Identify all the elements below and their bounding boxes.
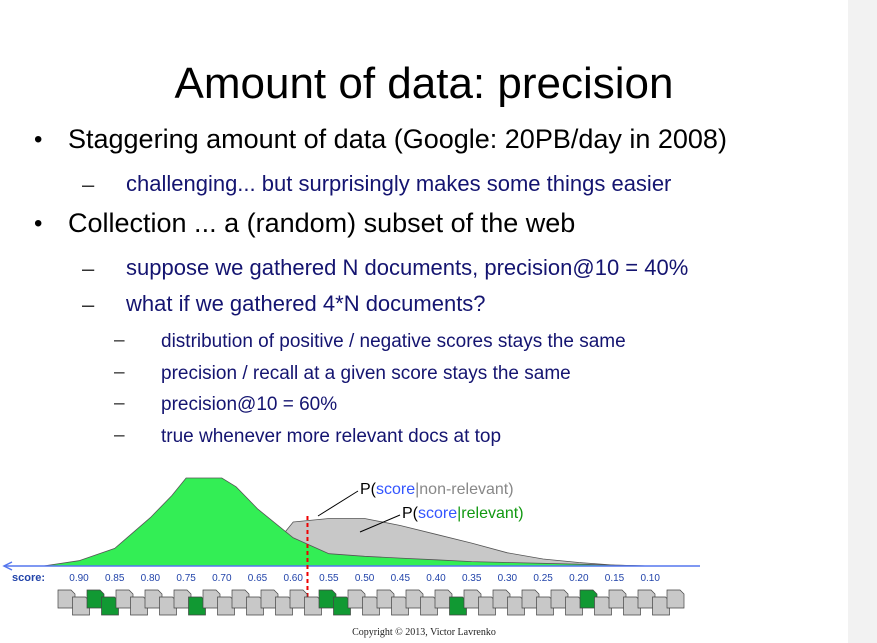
dash-glyph: – bbox=[82, 292, 95, 317]
x-tick-label: 0.75 bbox=[176, 573, 196, 584]
x-tick-label: 0.30 bbox=[498, 573, 518, 584]
annotation-leader-line bbox=[359, 514, 401, 533]
x-tick-label: 0.85 bbox=[105, 573, 125, 584]
dash-glyph: – bbox=[82, 172, 95, 197]
bullet-item: Staggering amount of data (Google: 20PB/… bbox=[68, 124, 727, 154]
x-tick-label: 0.40 bbox=[426, 573, 446, 584]
x-tick-label: 0.50 bbox=[355, 573, 375, 584]
x-tick-label: 0.70 bbox=[212, 573, 232, 584]
dash-glyph: – bbox=[114, 425, 125, 446]
document-icon bbox=[666, 589, 685, 609]
sub-sub-bullet-item: distribution of positive / negative scor… bbox=[161, 331, 626, 352]
x-tick-label: 0.25 bbox=[533, 573, 553, 584]
annotation-leader-line bbox=[317, 490, 359, 517]
x-tick-label: 0.55 bbox=[319, 573, 339, 584]
sub-bullet-item: suppose we gathered N documents, precisi… bbox=[126, 255, 689, 280]
x-tick-label: 0.60 bbox=[283, 573, 303, 584]
x-tick-label: 0.90 bbox=[69, 573, 89, 584]
series-annotation: P(score|relevant) bbox=[402, 505, 524, 522]
sub-sub-bullet-item: precision@10 = 60% bbox=[161, 394, 338, 415]
x-tick-label: 0.10 bbox=[640, 573, 660, 584]
dash-glyph: – bbox=[114, 330, 125, 351]
sub-sub-bullet-item: true whenever more relevant docs at top bbox=[161, 426, 502, 447]
x-tick-label: 0.35 bbox=[462, 573, 482, 584]
score-distribution-chart: 0.90 0.85 0.80 0.75 0.70 0.65 0.60 0.55 0.50 0.45… bbox=[2, 477, 700, 616]
x-tick-label: 0.45 bbox=[391, 573, 411, 584]
dash-glyph: – bbox=[114, 362, 125, 383]
bullet-item: Collection ... a (random) subset of the … bbox=[68, 208, 576, 238]
sub-bullet-item: what if we gathered 4*N documents? bbox=[126, 291, 486, 316]
area-series-0 bbox=[43, 477, 651, 567]
x-tick-label: 0.80 bbox=[141, 573, 161, 584]
dash-glyph: – bbox=[82, 256, 95, 281]
x-tick-label: 0.15 bbox=[605, 573, 625, 584]
window-edge bbox=[848, 0, 877, 643]
sub-bullet-item: challenging... but surprisingly makes so… bbox=[126, 171, 672, 196]
x-tick-label: 0.20 bbox=[569, 573, 589, 584]
sub-sub-bullet-item: precision / recall at a given score stay… bbox=[161, 363, 571, 384]
copyright-notice: Copyright © 2013, Victor Lavrenko bbox=[352, 627, 496, 638]
series-annotation: P(score|non-relevant) bbox=[360, 481, 514, 498]
axis-label: score: bbox=[12, 572, 45, 584]
x-tick-label: 0.65 bbox=[248, 573, 268, 584]
slide-title: Amount of data: precision bbox=[174, 59, 674, 108]
dash-glyph: – bbox=[114, 393, 125, 414]
bullet-glyph: • bbox=[34, 210, 43, 237]
axis-arrow-icon bbox=[2, 561, 13, 571]
bullet-glyph: • bbox=[34, 126, 43, 153]
